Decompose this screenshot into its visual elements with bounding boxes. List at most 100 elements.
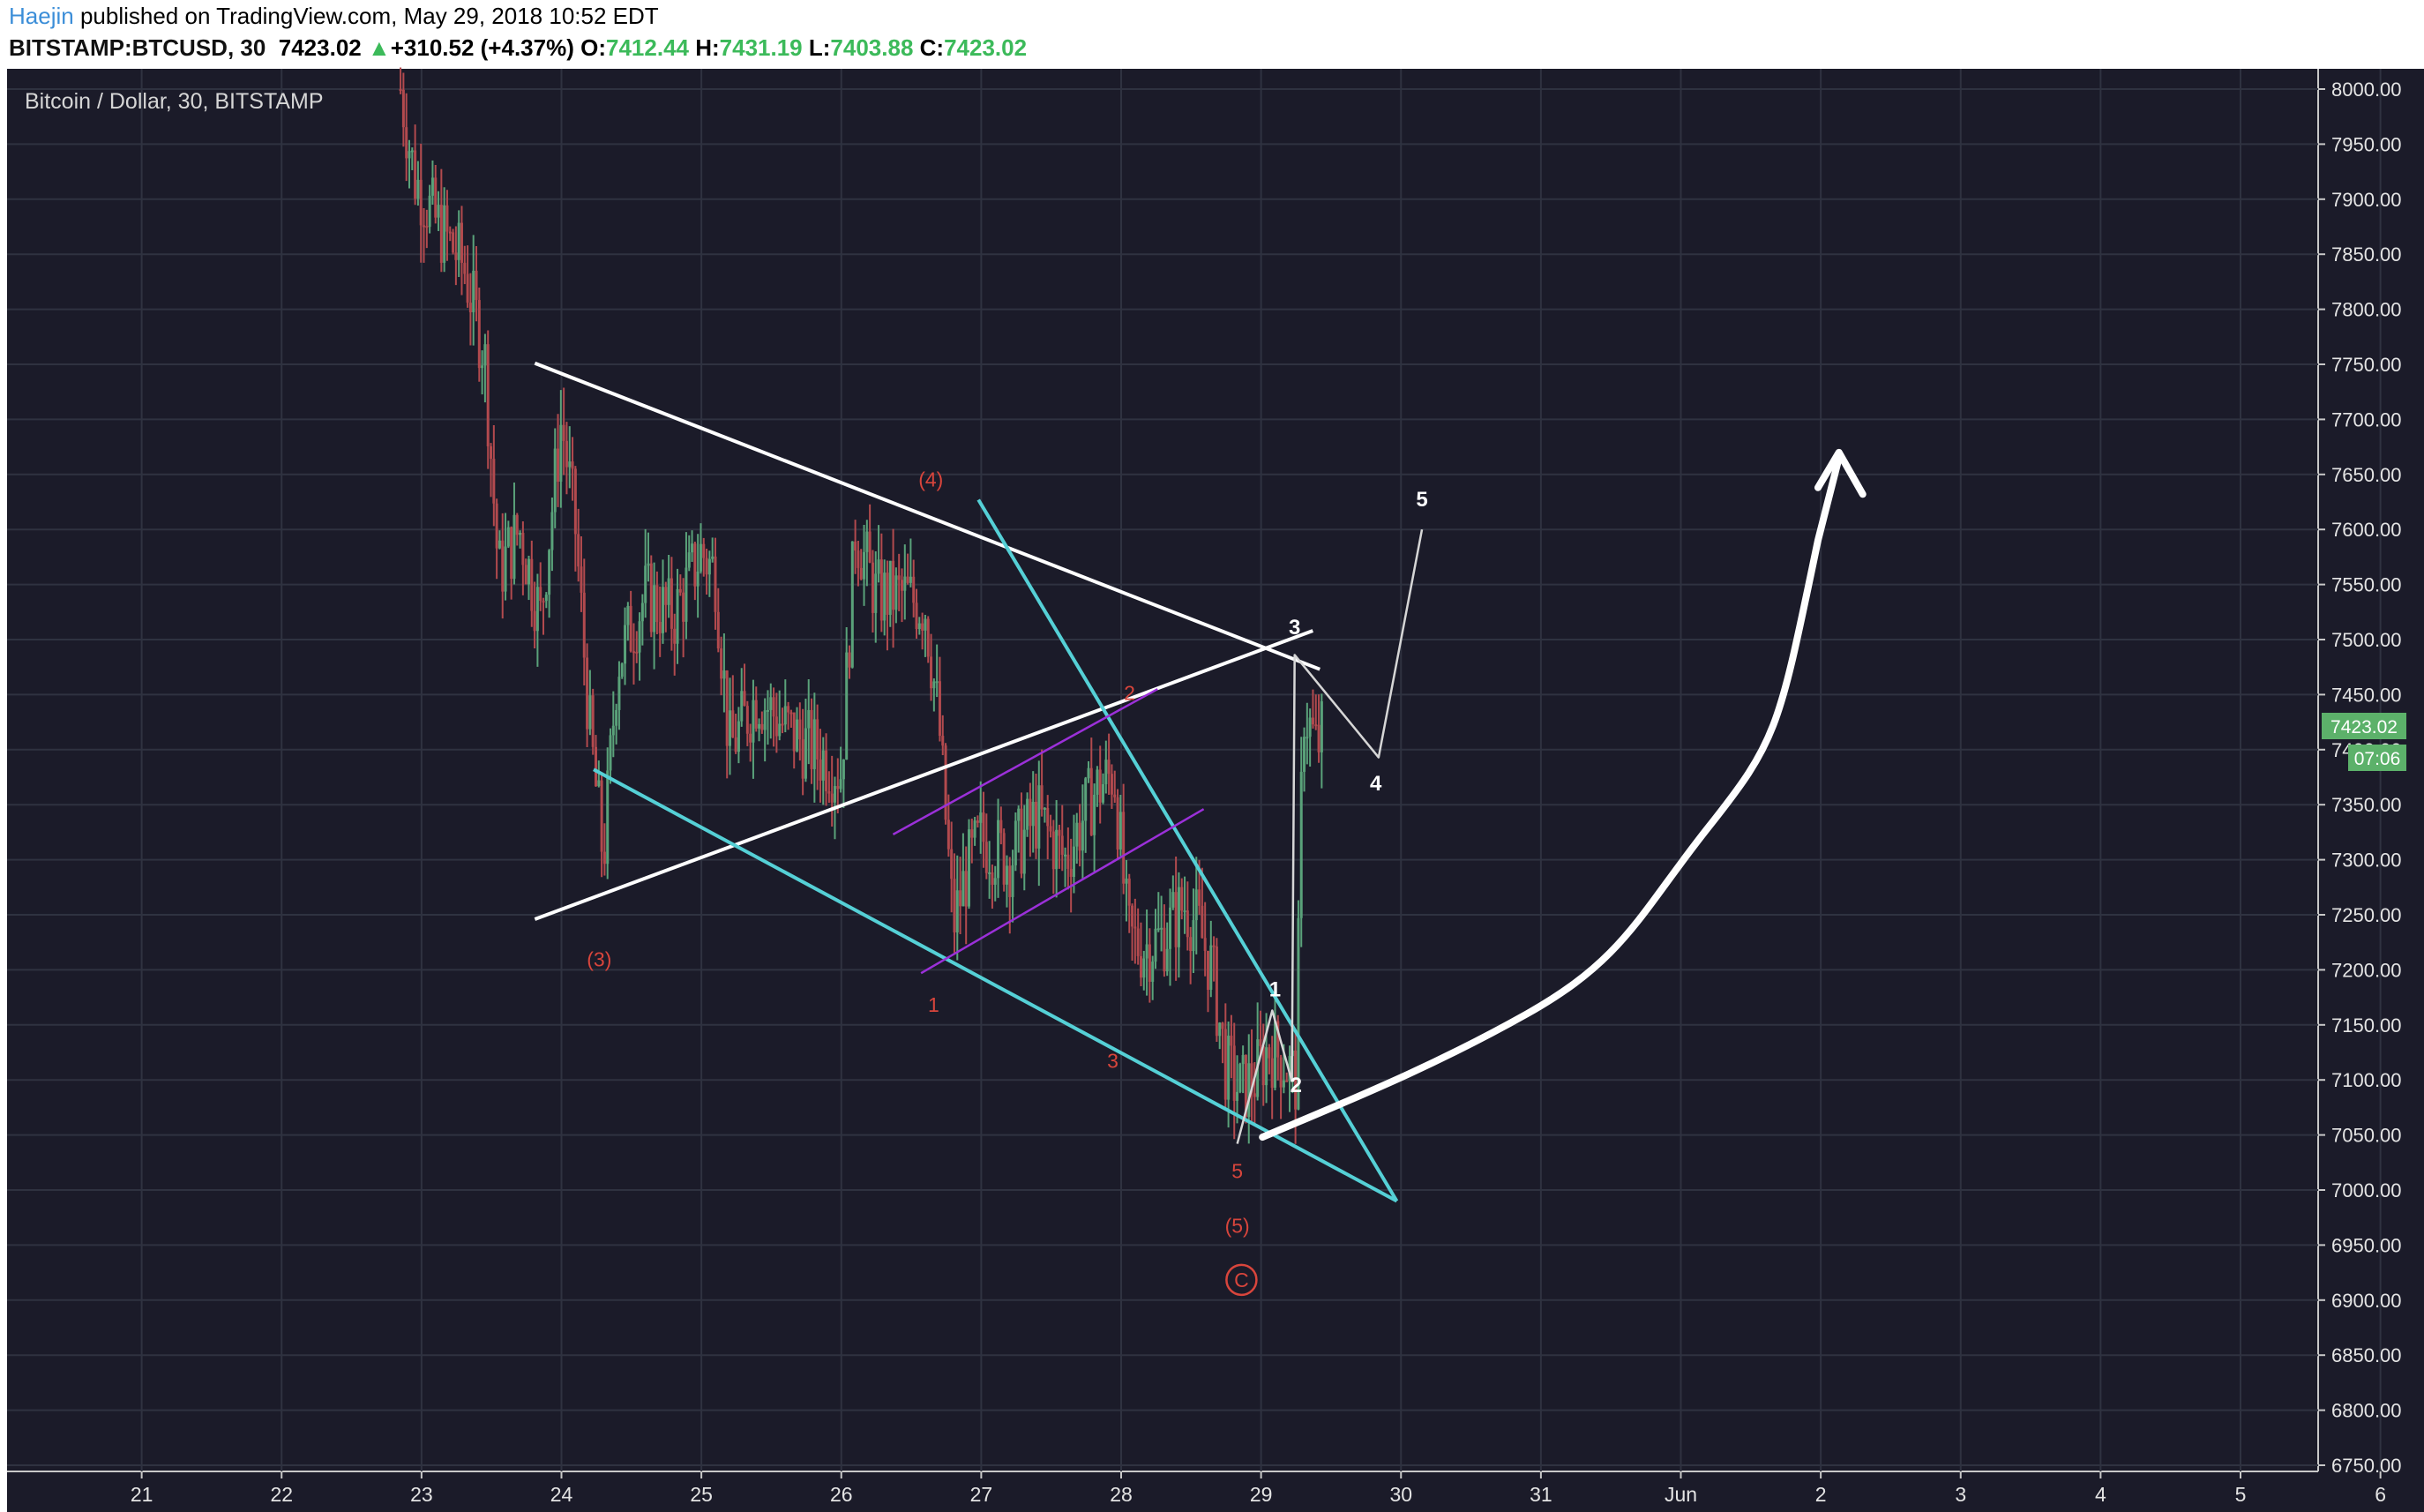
candle-body [620,663,624,677]
candle-body [490,445,493,460]
candle-body [938,681,941,737]
candle-body [993,878,997,885]
candle-body [1142,958,1146,978]
price-tick-label: 7150.00 [2331,1014,2402,1037]
author-link[interactable]: Haejin [9,3,74,29]
candle-body [475,270,478,301]
candle-body [410,150,414,153]
candle-body [600,780,603,852]
candle-body [1017,808,1021,821]
time-tick-label: 26 [830,1483,853,1506]
candle-body [734,737,737,752]
candle-body [405,127,408,159]
candle-body [1165,948,1169,972]
candle-body [722,670,726,679]
candle-body [586,657,589,730]
candle-body [562,424,565,441]
candle-body [1276,1021,1280,1058]
candle-body [582,592,586,658]
open-label: O: [580,34,606,61]
time-tick-label: 3 [1955,1483,1966,1506]
time-scale[interactable] [7,1471,2424,1512]
wave-label: 5 [1416,488,1427,512]
high-label: H: [695,34,720,61]
candle-body [1227,1036,1231,1100]
candle-body [900,580,903,591]
plot-area[interactable] [7,69,2318,1471]
candle-body [964,871,968,907]
candle-body [1261,1045,1265,1086]
candle-body [781,723,784,726]
price-tick-label: 7800.00 [2331,299,2402,321]
candle-body [912,576,916,603]
wave-label: 4 [1370,772,1382,796]
candle-body [626,605,630,625]
candle-body [448,231,452,234]
low-value: 7403.88 [830,34,914,61]
candle-body [1037,785,1041,849]
candle-body [460,222,463,263]
candle-body [1273,1021,1276,1089]
candle-body [1148,944,1151,982]
price-tick-label: 7750.00 [2331,354,2402,376]
candle-body [917,623,921,630]
price-tick-label: 7000.00 [2331,1179,2402,1201]
candle-body [999,820,1003,834]
price-tick-label: 6950.00 [2331,1234,2402,1256]
candle-body [1069,868,1073,878]
candle-body [1133,926,1137,929]
time-tick-label: 22 [270,1483,293,1506]
candle-body [1127,878,1131,906]
candle-body [1160,927,1163,930]
candle-body [624,625,627,664]
up-arrow-icon: ▲ [367,34,391,61]
candle-body [729,710,732,746]
candle-body [437,205,440,218]
candle-body [452,232,455,253]
candle-body [1303,737,1306,772]
candle-body [1203,938,1207,951]
candle-body [1060,835,1064,855]
candle-body [1192,920,1195,952]
candle-body [839,779,842,790]
price-tick-label: 8000.00 [2331,79,2402,101]
candle-body [519,532,522,535]
candle-body [693,543,697,587]
price-tick-label: 7850.00 [2331,243,2402,266]
candle-body [466,273,469,303]
candle-body [457,222,460,260]
candle-body [930,656,933,689]
time-tick-label: 23 [410,1483,433,1506]
price-tick-label: 7050.00 [2331,1125,2402,1147]
price-change: +310.52 (+4.37%) [390,34,574,61]
close-value: 7423.02 [944,34,1028,61]
candle-body [825,750,828,791]
time-tick-label: 25 [690,1483,713,1506]
candle-body [982,812,985,842]
candle-body [559,424,563,483]
candle-body [836,786,840,790]
candle-body [667,578,670,605]
candle-body [892,560,895,610]
candle-body [1078,822,1081,851]
candle-body [758,723,761,729]
projection-arrowhead [1814,448,1867,498]
candle-body [921,623,924,631]
time-tick-label: 28 [1110,1483,1133,1506]
candle-body [1320,701,1323,752]
wave-label: 2 [1124,682,1135,705]
candle-body [1265,1047,1268,1086]
candle-body [743,691,746,707]
candle-body [810,709,813,769]
candle-body [1279,1057,1283,1088]
candle-body [495,503,498,549]
candle-body [658,622,662,633]
wave-label: C [1234,1269,1249,1291]
candle-body [1131,905,1134,927]
candle-body [492,459,496,504]
candle-body [1104,760,1108,784]
candle-body [580,566,583,593]
candle-body [711,556,714,559]
candle-body [401,89,405,128]
